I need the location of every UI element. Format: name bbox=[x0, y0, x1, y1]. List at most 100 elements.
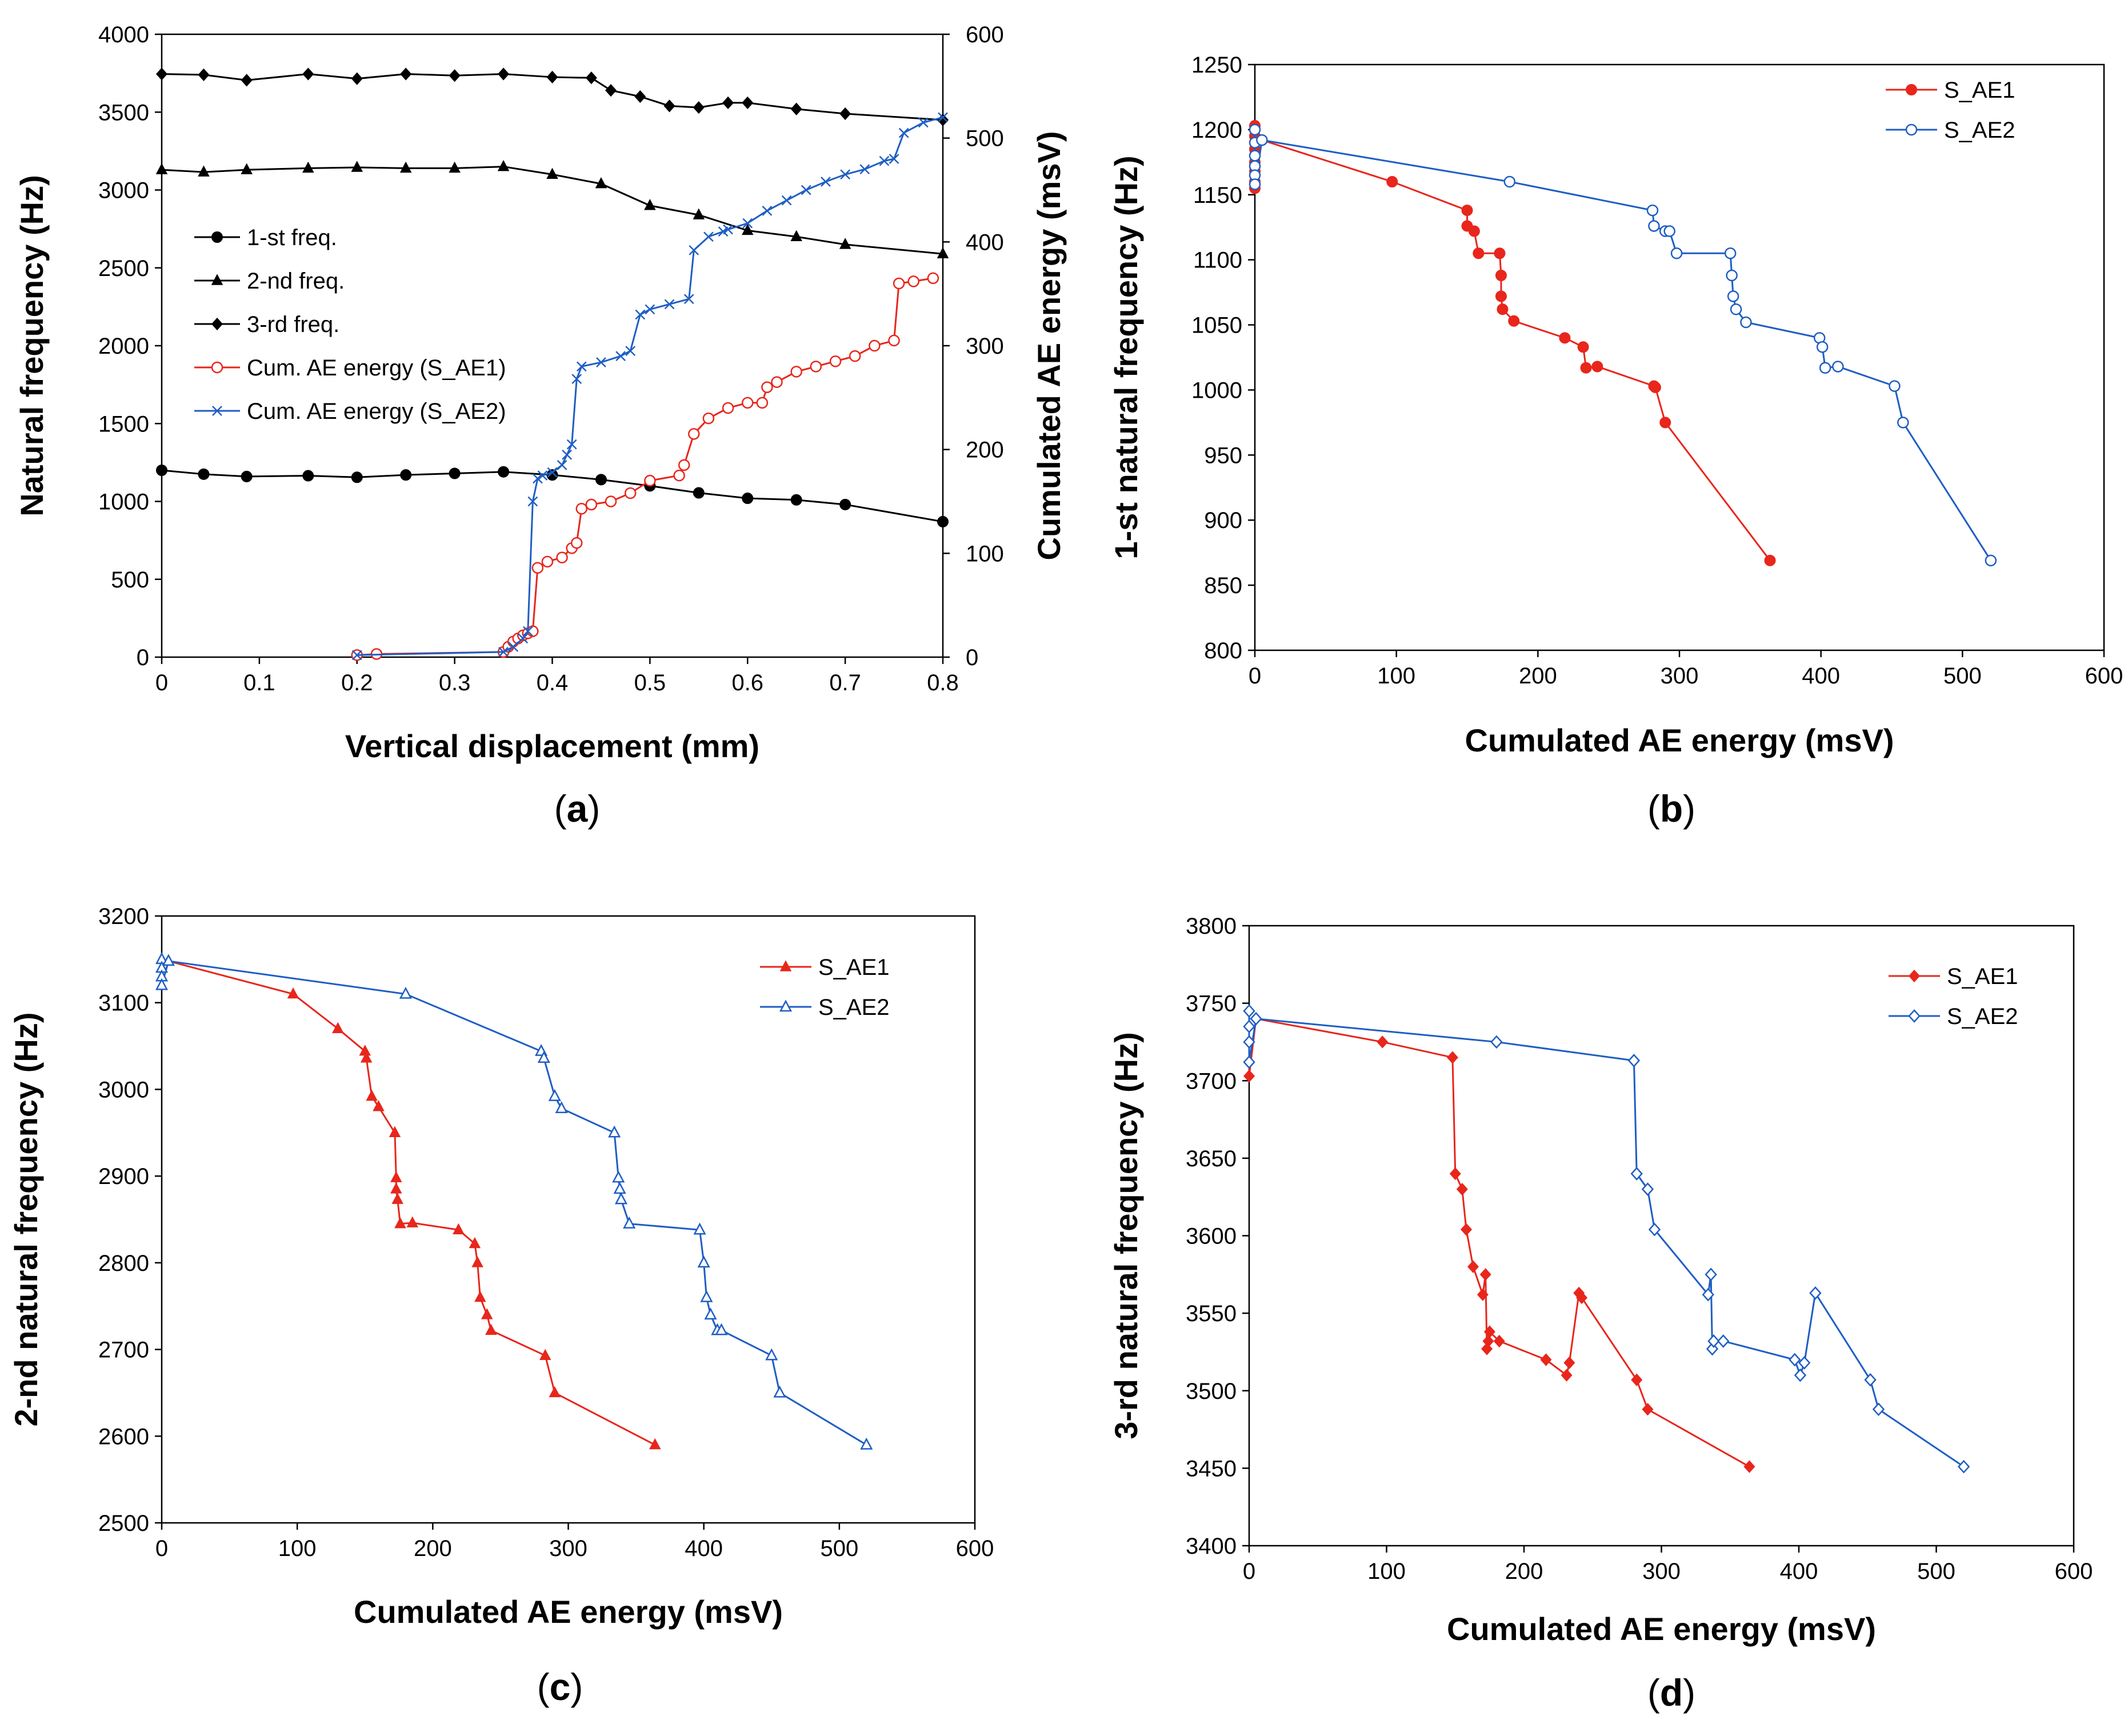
legend-label: 2-nd freq. bbox=[247, 269, 345, 294]
data-point bbox=[635, 309, 646, 320]
data-point bbox=[1456, 1183, 1468, 1196]
caption-close-paren: ) bbox=[1683, 1671, 1695, 1714]
data-point bbox=[697, 1255, 710, 1268]
data-point bbox=[829, 355, 842, 367]
data-point bbox=[1809, 1286, 1822, 1300]
y-tick-label: 3400 bbox=[1186, 1534, 1237, 1559]
data-point bbox=[1495, 290, 1507, 302]
data-point bbox=[1256, 134, 1268, 146]
data-point bbox=[907, 275, 919, 287]
data-point bbox=[1630, 1167, 1643, 1181]
data-point bbox=[537, 1051, 550, 1063]
y-tick-label: 2500 bbox=[98, 256, 149, 281]
data-point bbox=[860, 1437, 873, 1450]
data-point bbox=[595, 474, 607, 486]
data-point bbox=[664, 299, 675, 310]
data-point bbox=[605, 83, 617, 97]
x-axis-title: Cumulated AE energy (msV) bbox=[1447, 1611, 1876, 1647]
y-tick-label: 850 bbox=[1204, 573, 1242, 598]
data-point bbox=[1707, 1334, 1720, 1348]
data-point bbox=[1508, 315, 1520, 327]
y-tick-label: 3550 bbox=[1186, 1301, 1237, 1326]
data-point bbox=[1483, 1325, 1495, 1338]
data-point bbox=[1495, 270, 1507, 281]
data-point bbox=[756, 397, 769, 409]
data-point bbox=[548, 1089, 561, 1101]
y-axis-title: 2-nd natural frequency (Hz) bbox=[8, 1013, 44, 1427]
data-point bbox=[918, 117, 929, 128]
data-point bbox=[1563, 1356, 1575, 1370]
data-point bbox=[1243, 1069, 1255, 1083]
data-point bbox=[937, 515, 949, 527]
data-point bbox=[1503, 175, 1516, 188]
x-tick-label: 400 bbox=[1780, 1559, 1818, 1584]
y-tick-label: 1250 bbox=[1191, 53, 1242, 78]
data-point bbox=[241, 74, 253, 87]
data-point bbox=[1243, 1055, 1255, 1069]
caption-open-paren: ( bbox=[1647, 1671, 1660, 1714]
chart-c: 0 100 200 300 400 500 600 2500 2600 2700 2800 2900 3… bbox=[8, 904, 994, 1708]
series-line bbox=[161, 166, 943, 255]
data-point bbox=[531, 562, 544, 574]
y-tick-label: 3000 bbox=[98, 178, 149, 203]
x-tick-label: 500 bbox=[1917, 1559, 1955, 1584]
data-point bbox=[840, 169, 851, 180]
x-tick-label: 0.7 bbox=[829, 670, 861, 695]
y-tick-label: 3600 bbox=[1186, 1224, 1237, 1249]
caption-open-paren: ( bbox=[537, 1666, 550, 1708]
data-point bbox=[771, 376, 783, 388]
legend: S_AE1 S_AE2 bbox=[760, 955, 890, 1020]
data-point bbox=[302, 470, 314, 482]
data-point bbox=[773, 1385, 786, 1398]
caption-letter: d bbox=[1660, 1671, 1683, 1714]
data-point bbox=[351, 72, 363, 85]
data-point bbox=[742, 223, 754, 235]
legend-marker bbox=[212, 406, 222, 416]
caption-letter: c bbox=[550, 1666, 571, 1708]
legend-label: Cum. AE energy (S_AE1) bbox=[247, 355, 506, 381]
data-point bbox=[1249, 178, 1261, 190]
data-point bbox=[1764, 554, 1776, 566]
data-point bbox=[678, 459, 690, 471]
data-point bbox=[360, 1051, 373, 1063]
legend-marker bbox=[1908, 969, 1921, 983]
data-point bbox=[889, 154, 899, 164]
y-axis-title: Natural frequency (Hz) bbox=[14, 175, 50, 516]
data-point bbox=[549, 1386, 561, 1398]
y2-tick-label: 200 bbox=[966, 438, 1004, 463]
data-point bbox=[859, 164, 870, 175]
data-point bbox=[625, 346, 636, 356]
data-point bbox=[481, 1308, 493, 1319]
data-point bbox=[449, 161, 461, 173]
data-point bbox=[485, 1323, 497, 1335]
series-line bbox=[161, 959, 655, 1446]
data-point bbox=[508, 641, 519, 652]
data-point bbox=[1386, 176, 1398, 187]
data-point bbox=[399, 161, 412, 173]
x-tick-label: 0.3 bbox=[439, 670, 471, 695]
x-tick-label: 200 bbox=[414, 1536, 452, 1561]
data-point bbox=[1816, 341, 1829, 353]
series-2-nd-freq- bbox=[155, 160, 949, 258]
data-point bbox=[449, 69, 461, 82]
data-point bbox=[634, 90, 646, 103]
data-point bbox=[614, 1192, 628, 1205]
x-tick-label: 0 bbox=[1243, 1559, 1255, 1584]
y-tick-label: 3800 bbox=[1186, 914, 1237, 939]
data-point bbox=[722, 96, 734, 110]
data-point bbox=[1249, 123, 1261, 136]
data-point bbox=[623, 1216, 636, 1229]
data-point bbox=[562, 449, 573, 460]
x-tick-label: 0 bbox=[1249, 663, 1261, 689]
data-point bbox=[1872, 1402, 1885, 1417]
data-point bbox=[893, 277, 905, 290]
y2-axis-title: Cumulated AE energy (msV) bbox=[1031, 131, 1067, 561]
data-point bbox=[1243, 1035, 1255, 1049]
data-point bbox=[1642, 1403, 1654, 1416]
data-point bbox=[1727, 290, 1739, 302]
data-point bbox=[406, 1216, 419, 1227]
series-cum-ae-energy-s-ae2- bbox=[351, 112, 948, 661]
x-axis-title: Cumulated AE energy (msV) bbox=[354, 1594, 783, 1630]
x-tick-label: 300 bbox=[549, 1536, 587, 1561]
